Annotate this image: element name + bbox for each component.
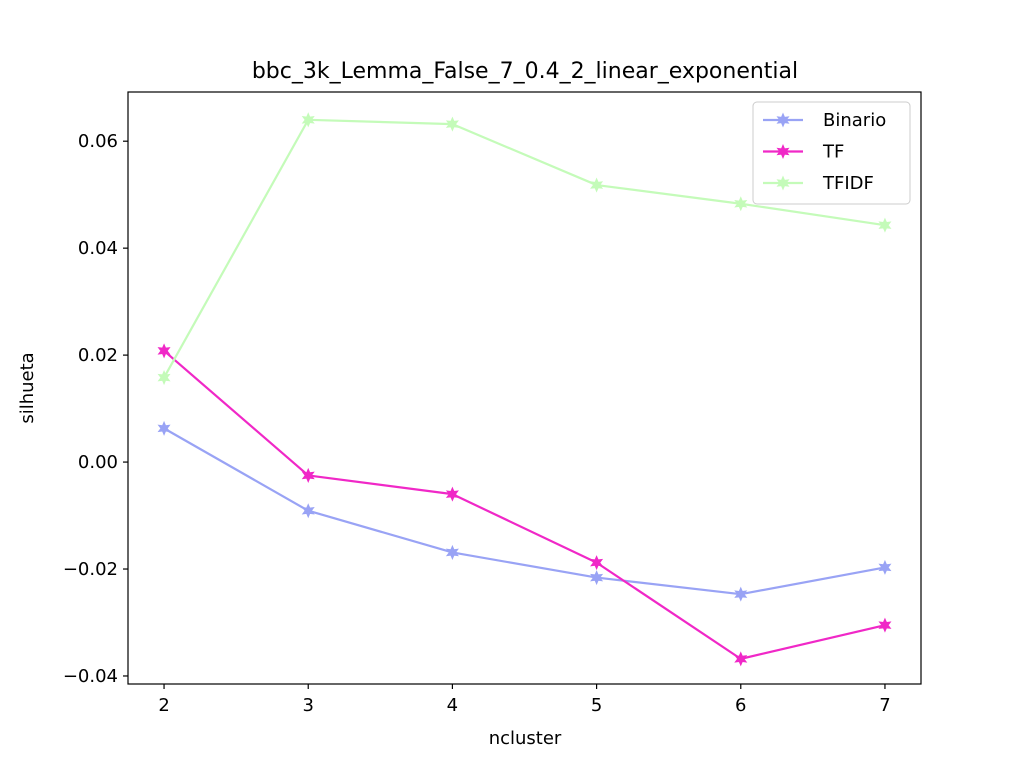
series-binario [157, 420, 892, 602]
data-point-tfidf [878, 217, 892, 233]
x-tick-label: 2 [158, 695, 169, 716]
y-axis: −0.04 −0.02 0.00 0.02 0.04 0.06 [63, 131, 128, 687]
legend-marker [776, 112, 790, 128]
data-point-tfidf [590, 177, 604, 193]
y-tick-label: 0.02 [78, 345, 118, 366]
data-point-tf [590, 555, 604, 571]
legend-label: Binario [823, 110, 886, 131]
x-tick-label: 5 [591, 695, 602, 716]
data-point-tf [878, 617, 892, 633]
chart-title: bbc_3k_Lemma_False_7_0.4_2_linear_expone… [252, 59, 798, 84]
data-point-tf [157, 343, 171, 359]
x-tick-label: 7 [879, 695, 890, 716]
x-axis: 2 3 4 5 6 7 [158, 684, 891, 716]
data-point-binario [157, 420, 171, 436]
legend-label: TFIDF [822, 173, 874, 194]
y-tick-label: −0.02 [63, 559, 118, 580]
series-tf [157, 343, 892, 667]
legend-label: TF [822, 142, 844, 163]
data-point-binario [878, 559, 892, 575]
data-point-binario [590, 570, 604, 586]
data-point-tfidf [445, 116, 459, 132]
legend: Binario TF TFIDF [752, 101, 911, 205]
series-line-tf [163, 349, 886, 660]
series-tfidf [157, 112, 892, 386]
data-point-tfidf [301, 112, 315, 128]
y-axis-label: silhueta [17, 352, 38, 423]
data-point-tfidf [157, 370, 171, 386]
legend-marker [776, 143, 790, 160]
data-point-binario [301, 503, 315, 519]
data-point-tf [301, 467, 315, 483]
series-layer [157, 112, 892, 667]
x-axis-label: ncluster [489, 728, 562, 749]
x-tick-label: 6 [735, 695, 746, 716]
data-point-binario [445, 544, 459, 560]
y-tick-label: −0.04 [63, 666, 118, 687]
series-line-binario [163, 427, 886, 596]
y-tick-label: 0.00 [78, 452, 118, 473]
data-point-tf [734, 651, 748, 667]
x-tick-label: 4 [447, 695, 458, 716]
data-point-binario [734, 586, 748, 602]
legend-marker [776, 175, 790, 191]
data-point-tfidf [734, 196, 748, 212]
x-tick-label: 3 [303, 695, 314, 716]
y-tick-label: 0.04 [78, 238, 118, 259]
plot-area-frame [127, 91, 922, 685]
data-point-tf [445, 486, 459, 502]
y-tick-label: 0.06 [78, 131, 118, 152]
series-line-tfidf [163, 118, 886, 379]
legend-box [752, 101, 911, 205]
